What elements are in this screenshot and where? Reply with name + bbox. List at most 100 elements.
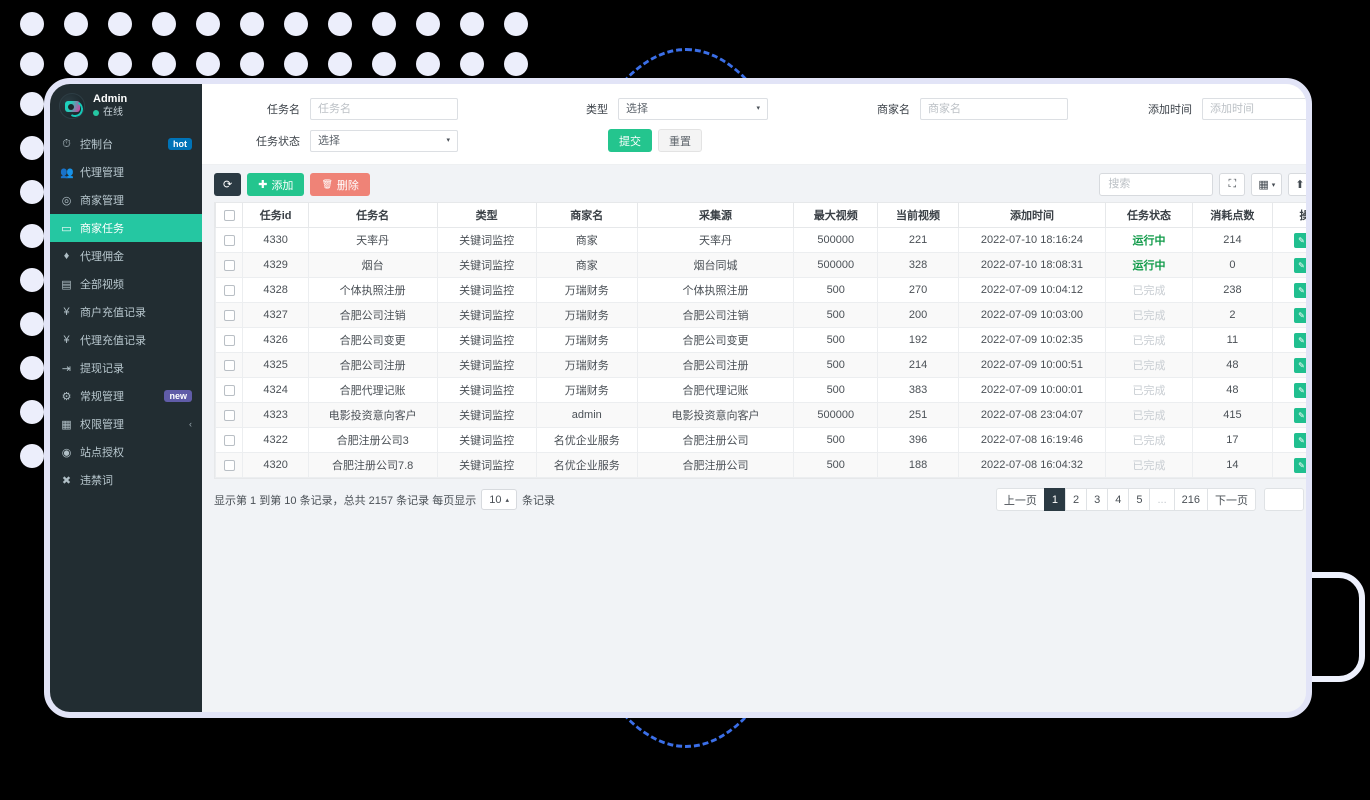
edit-row-button[interactable]: ✎ [1293,432,1306,448]
next-page-button[interactable]: 下一页 [1207,488,1256,511]
cell-status: 已完成 [1105,452,1193,478]
sidebar-item-2[interactable]: ◎ 商家管理 [50,186,202,214]
columns-button[interactable]: ▦ ▾ [1251,173,1283,196]
fullscreen-button[interactable]: ⛶ [1219,173,1246,196]
row-checkbox[interactable] [223,409,235,421]
sidebar-item-0[interactable]: ⏱ 控制台 hot [50,130,202,158]
decor-dot [20,356,44,380]
sidebar-item-label: 代理管理 [80,167,124,180]
edit-row-button[interactable]: ✎ [1293,257,1306,273]
row-select-cell [214,227,244,253]
type-select[interactable]: 选择 ▾ [618,98,768,120]
cell-status: 运行中 [1105,252,1193,278]
task-name-input[interactable]: 任务名 [310,98,458,120]
table-footer: 显示第 1 到第 10 条记录，总共 2157 条记录 每页显示 10 ▴ 条记… [202,479,1312,511]
sidebar-item-5[interactable]: ▤ 全部视频 [50,270,202,298]
table-row[interactable]: 4330 天率丹 关键词监控 商家 天率丹 500000 221 2022-07-10 18:… [214,227,1306,253]
edit-row-button[interactable]: ✎ [1293,382,1306,398]
sidebar-item-4[interactable]: ♦ 代理佣金 [50,242,202,270]
sidebar-item-10[interactable]: ▦ 权限管理 ‹ [50,410,202,438]
row-checkbox[interactable] [223,384,235,396]
sidebar-item-8[interactable]: ⇥ 提现记录 [50,354,202,382]
row-checkbox[interactable] [223,234,235,246]
page-button-...[interactable]: ... [1149,488,1174,511]
table-row[interactable]: 4328 个体执照注册 关键词监控 万瑞财务 个体执照注册 500 270 2022-07-0… [214,277,1306,303]
row-checkbox[interactable] [223,359,235,371]
cell-task-id: 4326 [242,327,309,353]
row-checkbox[interactable] [223,334,235,346]
row-checkbox[interactable] [223,259,235,271]
cell-task-name: 合肥公司变更 [307,327,438,353]
page-button-5[interactable]: 5 [1128,488,1150,511]
sidebar-item-9[interactable]: ⚙ 常规管理 new [50,382,202,410]
column-header: 任务id [242,202,309,228]
cell-merchant: 万瑞财务 [535,352,638,378]
page-button-3[interactable]: 3 [1086,488,1108,511]
reset-button[interactable]: 重置 [658,129,702,152]
edit-row-button[interactable]: ✎ [1293,357,1306,373]
cell-current-video: 192 [877,327,959,353]
sidebar-user-panel[interactable]: Admin 在线 [50,84,202,128]
submit-button[interactable]: 提交 [608,129,652,152]
table-row[interactable]: 4320 合肥注册公司7.8 关键词监控 名优企业服务 合肥注册公司 500 188 2022… [214,452,1306,478]
sidebar-item-3[interactable]: ▭ 商家任务 [50,214,202,243]
sidebar-item-7[interactable]: ¥ 代理充值记录 [50,326,202,354]
row-checkbox[interactable] [223,459,235,471]
cell-source: 合肥注册公司 [636,452,795,478]
chevron-down-icon: ▾ [756,105,760,112]
table-row[interactable]: 4323 电影投资意向客户 关键词监控 admin 电影投资意向客户 500000 251 2… [214,402,1306,428]
table-row[interactable]: 4329 烟台 关键词监控 商家 烟台同城 500000 328 2022-07-10 18:… [214,252,1306,278]
delete-button[interactable]: 🗑 删除 [310,173,370,196]
cell-source: 个体执照注册 [636,277,795,303]
table-row[interactable]: 4327 合肥公司注销 关键词监控 万瑞财务 合肥公司注销 500 200 2022-07-0… [214,302,1306,328]
select-all-checkbox[interactable] [223,209,235,221]
decor-dot [20,12,44,36]
edit-row-button[interactable]: ✎ [1293,232,1306,248]
row-action-group: ✎🗑 [1293,457,1306,473]
sidebar-item-11[interactable]: ◉ 站点授权 [50,438,202,466]
decor-dot [20,180,44,204]
dashboard-icon: ⏱ [62,137,71,150]
cell-status: 已完成 [1105,302,1193,328]
cell-status: 运行中 [1105,227,1193,253]
edit-row-button[interactable]: ✎ [1293,457,1306,473]
jump-page-input[interactable] [1264,488,1304,511]
table-row[interactable]: 4325 合肥公司注册 关键词监控 万瑞财务 合肥公司注册 500 214 2022-07-0… [214,352,1306,378]
pencil-icon: ✎ [1298,285,1305,295]
pencil-icon: ✎ [1298,235,1305,245]
cell-current-video: 270 [877,277,959,303]
add-time-input[interactable]: 添加时间 [1202,98,1306,120]
page-button-1[interactable]: 1 [1043,488,1065,511]
search-input[interactable]: 搜索 [1099,173,1214,196]
table-row[interactable]: 4326 合肥公司变更 关键词监控 万瑞财务 合肥公司变更 500 192 2022-07-0… [214,327,1306,353]
sidebar-item-12[interactable]: ✖ 违禁词 [50,466,202,494]
page-button-216[interactable]: 216 [1173,488,1207,511]
export-button[interactable]: ⬆ ▾ [1288,173,1306,196]
jump-button[interactable]: 跳转 [1310,488,1312,511]
prev-page-button[interactable]: 上一页 [995,488,1044,511]
edit-row-button[interactable]: ✎ [1293,407,1306,423]
add-button[interactable]: ✚ 添加 [247,173,305,196]
cell-add-time: 2022-07-09 10:04:12 [957,277,1107,303]
columns-icon: ▦ [1258,179,1269,191]
page-button-4[interactable]: 4 [1107,488,1129,511]
page-button-2[interactable]: 2 [1064,488,1087,511]
table-row[interactable]: 4322 合肥注册公司3 关键词监控 名优企业服务 合肥注册公司 500 396 2022-0… [214,427,1306,453]
row-checkbox[interactable] [223,284,235,296]
edit-row-button[interactable]: ✎ [1293,332,1306,348]
sidebar-item-6[interactable]: ¥ 商户充值记录 [50,298,202,326]
row-checkbox[interactable] [223,434,235,446]
refresh-button[interactable]: ⟳ [214,173,242,196]
merchant-name-input[interactable]: 商家名 [920,98,1068,120]
type-select-value: 选择 [626,103,648,115]
filter-panel: 任务名 任务名 类型 选择 ▾ 商家名 商家名 [202,84,1306,165]
page-size-selector[interactable]: 10 ▴ [481,489,517,510]
cell-points: 214 [1191,227,1273,253]
table-row[interactable]: 4324 合肥代理记账 关键词监控 万瑞财务 合肥代理记账 500 383 2022-07-0… [214,377,1306,403]
edit-row-button[interactable]: ✎ [1293,282,1306,298]
cell-current-video: 396 [877,427,959,453]
edit-row-button[interactable]: ✎ [1293,307,1306,323]
sidebar-item-1[interactable]: 👥 代理管理 [50,158,202,186]
task-status-select[interactable]: 选择 ▾ [310,129,458,152]
row-checkbox[interactable] [223,309,235,321]
